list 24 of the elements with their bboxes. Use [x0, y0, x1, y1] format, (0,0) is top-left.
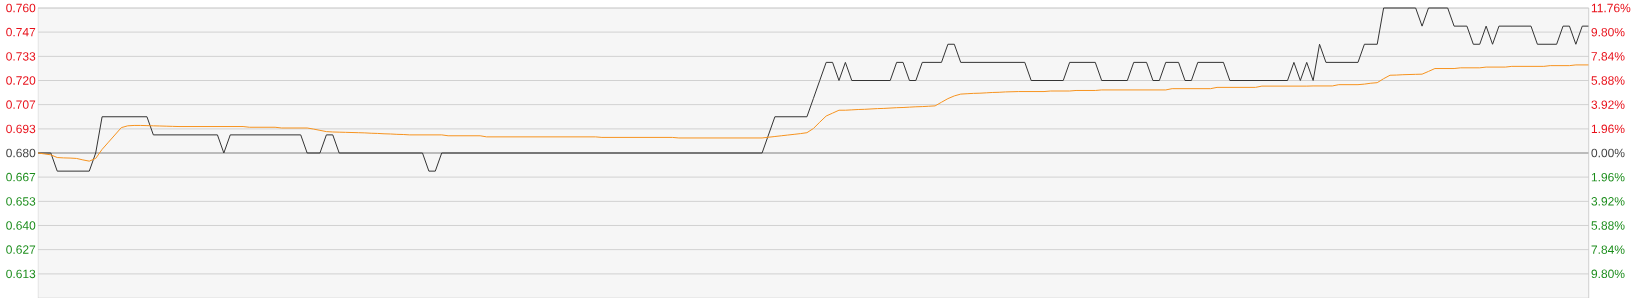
y-tick-label: 0.653: [6, 197, 36, 206]
y2-tick-label: 7.84%: [1591, 52, 1625, 61]
y2-tick-label: 3.92%: [1591, 100, 1625, 109]
y-tick-label: 0.747: [6, 27, 36, 37]
y-tick-label: 0.667: [6, 172, 36, 182]
y2-tick-label: 3.92%: [1591, 197, 1625, 206]
y2-tick-label: 9.80%: [1591, 269, 1625, 279]
y2-tick-label: 0.00%: [1591, 148, 1625, 158]
y2-tick-label: 1.96%: [1591, 124, 1625, 134]
y2-tick-label: 5.88%: [1591, 221, 1625, 230]
y-tick-label: 0.760: [6, 3, 36, 13]
y2-tick-label: 11.76%: [1591, 3, 1631, 13]
y-tick-label: 0.693: [6, 124, 36, 134]
y2-tick-label: 5.88%: [1591, 76, 1625, 85]
y-tick-label: 0.707: [6, 100, 36, 109]
y2-tick-label: 7.84%: [1591, 245, 1625, 254]
y-tick-label: 0.613: [6, 269, 36, 279]
y-tick-label: 0.733: [6, 52, 36, 61]
y-tick-label: 0.627: [6, 245, 36, 254]
y-tick-label: 0.720: [6, 76, 36, 85]
y2-tick-label: 9.80%: [1591, 27, 1625, 37]
y2-tick-label: 1.96%: [1591, 172, 1625, 182]
y-tick-label: 0.640: [6, 221, 36, 230]
y-tick-label: 0.680: [6, 148, 36, 158]
